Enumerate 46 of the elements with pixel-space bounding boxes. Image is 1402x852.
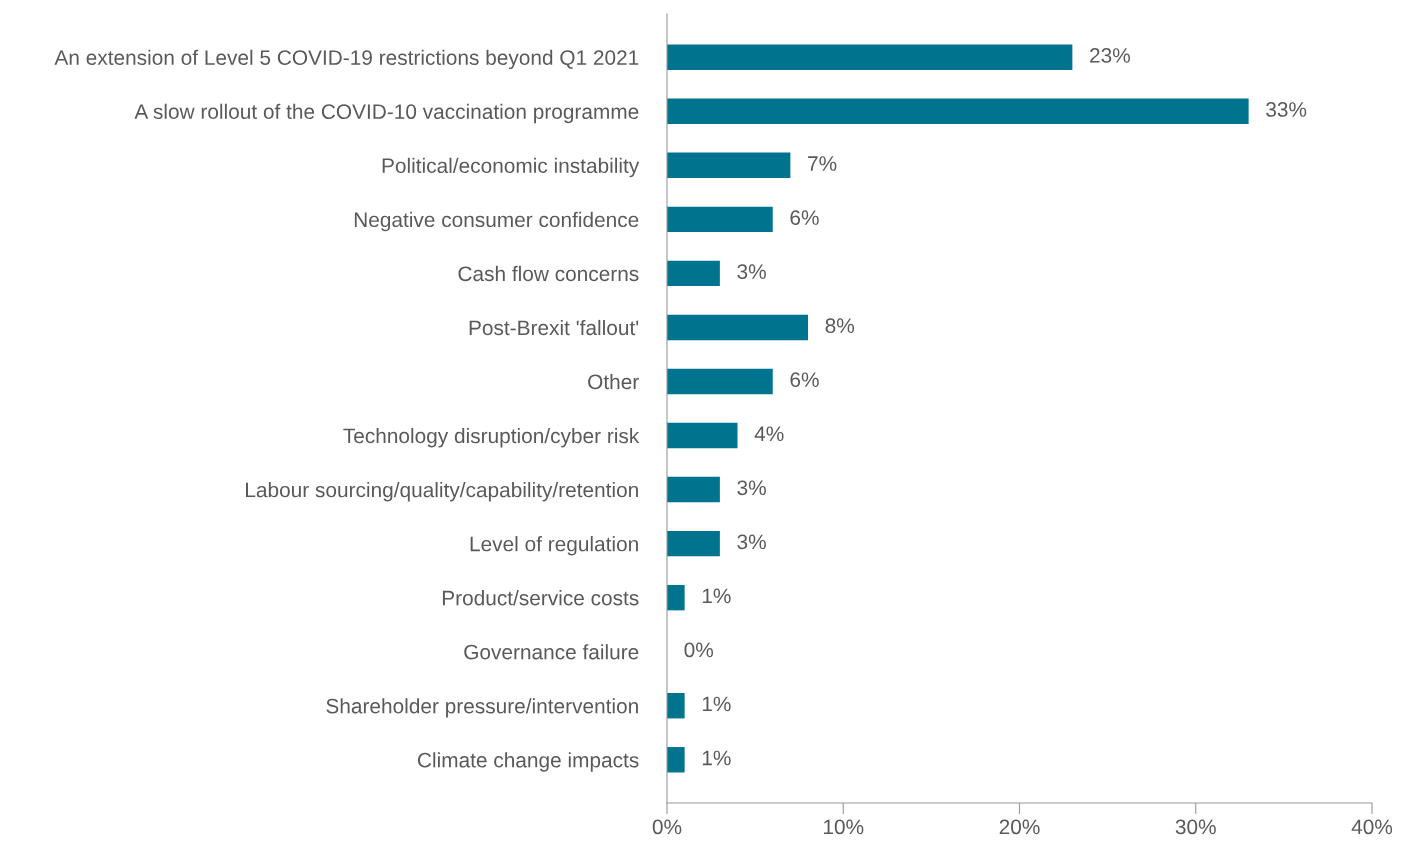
y-tick-label: Level of regulation: [470, 536, 638, 556]
data-label: 1%: [702, 588, 731, 604]
x-tick-label: 30%: [1175, 819, 1216, 835]
bar: [667, 693, 685, 719]
y-tick-label: Cash flow concerns: [458, 265, 639, 282]
y-tick-label: Labour sourcing/quality/capability/retention: [246, 482, 638, 502]
x-tick-label: 40%: [1351, 819, 1393, 835]
bar: [667, 747, 685, 773]
data-label: 3%: [737, 480, 766, 496]
bar: [667, 260, 720, 287]
bar: [667, 206, 773, 233]
data-label: 3%: [737, 264, 766, 279]
bar: [667, 152, 791, 179]
data-label: 7%: [808, 156, 837, 171]
data-label: 4%: [754, 426, 784, 442]
bar: [667, 368, 773, 395]
data-label: 6%: [790, 210, 819, 225]
y-tick-label: Technology disruption/cyber risk: [343, 427, 640, 448]
bar: [667, 44, 1073, 70]
y-tick-label: Political/economic instability: [382, 157, 640, 178]
x-tick-label: 10%: [823, 819, 864, 835]
data-label: 3%: [737, 534, 766, 550]
bar: [667, 314, 808, 341]
bar: [667, 98, 1249, 124]
y-tick-label: Shareholder pressure/intervention: [326, 698, 638, 718]
bar: [667, 584, 685, 611]
data-label: 1%: [702, 696, 731, 712]
data-label: 0%: [684, 642, 714, 658]
x-tick-label: 20%: [999, 819, 1040, 835]
data-label: 6%: [790, 372, 819, 388]
data-label: 8%: [825, 318, 855, 334]
y-tick-label: A slow rollout of the COVID-10 vaccination programme: [134, 103, 639, 124]
bar: [667, 476, 720, 503]
y-tick-label: Negative consumer confidence: [354, 211, 639, 232]
y-tick-label: Post-Brexit 'fallout': [469, 319, 639, 336]
y-tick-label: An extension of Level 5 COVID-19 restrictions beyond Q1 2021: [54, 49, 639, 70]
data-label: 33%: [1266, 102, 1307, 117]
y-tick-label: Product/service costs: [442, 590, 639, 606]
y-tick-label: Other: [588, 373, 639, 390]
y-tick-label: Climate change impacts: [417, 752, 639, 772]
bar: [667, 422, 738, 449]
bar: [667, 530, 720, 557]
data-label: 1%: [702, 750, 731, 766]
data-label: 23%: [1090, 48, 1130, 63]
x-tick-label: 0%: [652, 819, 682, 835]
y-tick-label: Governance failure: [464, 644, 639, 660]
